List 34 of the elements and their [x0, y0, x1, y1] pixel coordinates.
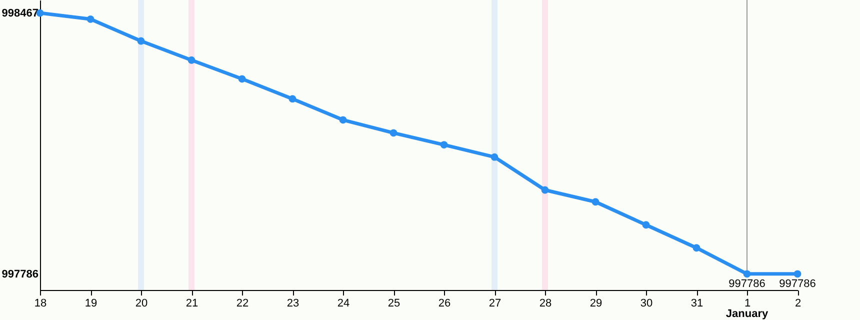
point [541, 186, 549, 194]
x-tick-label: 1 [744, 298, 751, 310]
point [743, 270, 751, 278]
x-tick-label: 23 [286, 298, 300, 310]
point [188, 56, 196, 64]
point [794, 270, 802, 278]
x-tick-label: 27 [488, 298, 502, 310]
text: January [726, 308, 769, 320]
point [86, 15, 94, 23]
point [592, 198, 600, 206]
x-tick-label: 18 [34, 298, 47, 310]
point [288, 95, 296, 103]
x-tick-label: 28 [539, 298, 552, 310]
x-tick-label: 20 [135, 298, 148, 310]
point [238, 75, 246, 83]
x-tick-label: 29 [590, 298, 602, 310]
point [440, 141, 448, 149]
point [490, 153, 498, 161]
x-tick-label: 26 [438, 298, 451, 310]
point [390, 129, 398, 137]
point [137, 37, 145, 45]
data-label: 997786 [779, 278, 816, 290]
data-label: 997786 [728, 278, 766, 290]
point [692, 244, 700, 252]
x-tick-label: 24 [337, 298, 350, 310]
x-tick-label: 2 [794, 298, 802, 310]
x-tick-label: 30 [640, 298, 653, 310]
x-tick-label: 22 [236, 298, 249, 310]
x-tick-label: 25 [388, 298, 400, 310]
x-tick-label: 21 [186, 298, 198, 310]
point [339, 116, 347, 124]
point [642, 221, 650, 229]
x-tick-label: 31 [690, 298, 704, 310]
x-tick-label: 19 [84, 298, 98, 310]
